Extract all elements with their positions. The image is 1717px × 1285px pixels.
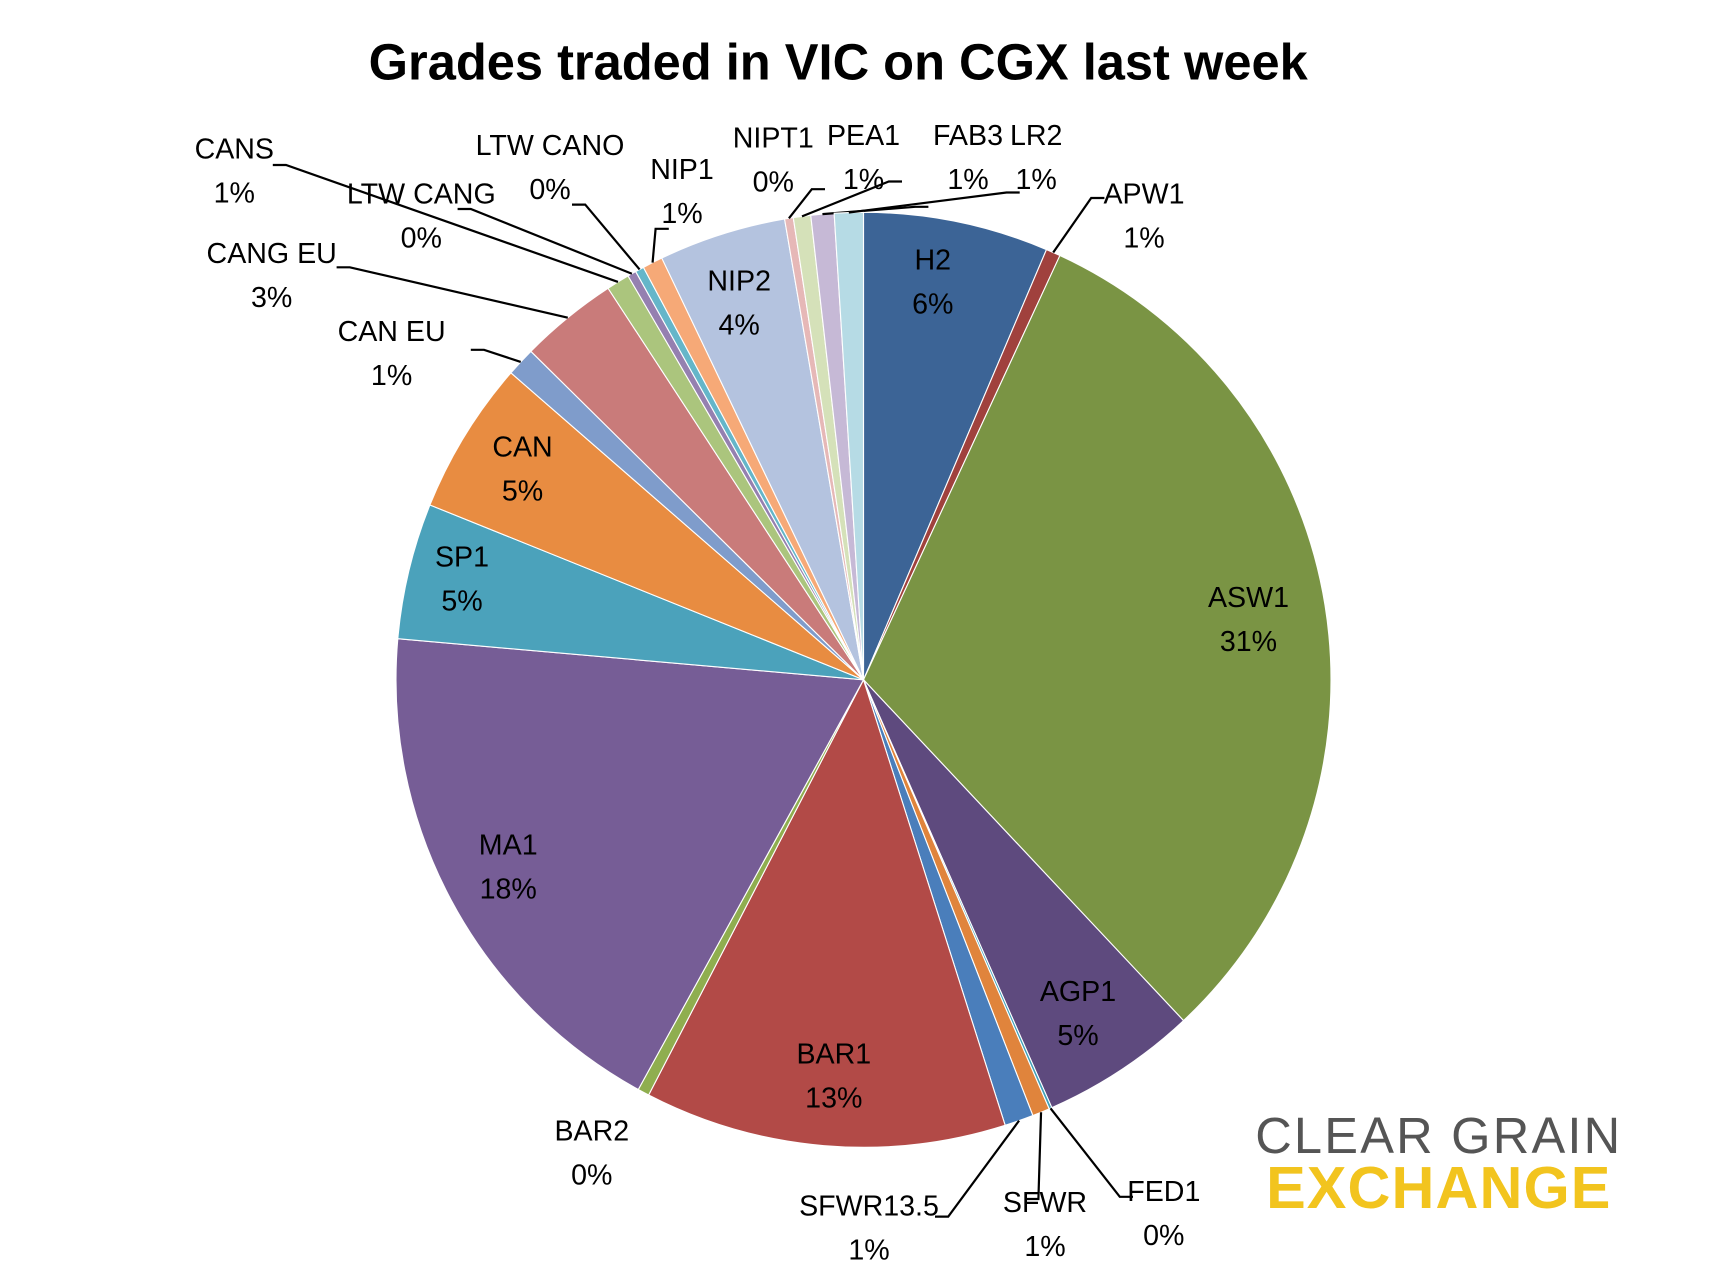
slice-label: BAR2 [554,1116,629,1148]
slice-value-label: 0% [529,174,570,206]
leader-line [272,163,619,283]
slice-value-label: 0% [401,222,442,254]
slice-value-label: 0% [1143,1220,1184,1252]
pie-slice [862,211,1048,681]
leader-line [1052,196,1105,254]
slice-label: ASW1 [1208,582,1289,614]
slice-value-label: 1% [1016,164,1057,196]
slice-value-label: 1% [1123,222,1164,254]
slice-value-label: 1% [843,164,884,196]
logo-line2: EXCHANGE [1266,1154,1611,1221]
pie-slice [429,372,864,681]
slice-value-label: 5% [502,475,543,507]
slice-value-label: 31% [1220,626,1277,658]
slice-value-label: 6% [912,288,953,320]
leader-line [935,1119,1020,1218]
leader-line [572,203,641,271]
slice-label: SFWR [1003,1187,1087,1219]
leader-line [848,191,1020,214]
slice-value-label: 1% [848,1234,889,1266]
slice-label: APW1 [1103,178,1184,210]
slice-value-label: 5% [441,585,482,617]
leader-line [788,188,826,219]
leader-line [651,227,669,263]
leader-line [1025,1112,1043,1201]
leader-line [801,180,903,218]
logo-line1: CLEAR GRAIN [1255,1107,1622,1164]
slice-value-label: 1% [1024,1231,1065,1263]
slice-label: H2 [915,244,952,276]
slice-label: SFWR13.5 [799,1190,939,1222]
leader-line [1049,1107,1134,1198]
slice-label: LTW CANO [476,130,625,162]
slice-value-label: 1% [947,164,988,196]
slice-value-label: 5% [1057,1020,1098,1052]
slice-value-label: 0% [753,166,794,198]
slice-label: CAN [492,431,552,463]
slice-value-label: 1% [214,177,255,209]
slice-label: FAB3 [933,120,1003,152]
slice-value-label: 1% [371,360,412,392]
leader-line [336,266,569,319]
leader-line [470,348,522,363]
slice-value-label: 18% [480,874,537,906]
slice-label: AGP1 [1040,976,1116,1008]
slice-label: CANG EU [207,238,337,270]
slice-value-label: 13% [805,1083,862,1115]
slice-label: LTW CANG [347,178,496,210]
slice-label: NIP1 [650,154,714,186]
leader-line [457,207,633,275]
slice-label: MA1 [479,830,538,862]
slice-value-label: 1% [661,198,702,230]
slice-value-label: 3% [251,282,292,314]
slice-value-label: 4% [719,309,760,341]
slice-label: LR2 [1010,120,1062,152]
pie-slice [647,678,1006,1148]
slice-label: FED1 [1127,1176,1200,1208]
slice-label: NIP2 [707,265,771,297]
slice-label: CANS [195,133,274,165]
slice-label: CAN EU [338,316,446,348]
pie-slice [862,254,1332,1022]
slice-label: SP1 [435,541,489,573]
pie-slice [833,211,865,680]
pie-slice [395,638,865,1091]
slice-label: BAR1 [796,1039,871,1071]
chart-title: Grades traded in VIC on CGX last week [369,33,1309,90]
slice-label: NIPT1 [733,122,814,154]
slice-value-label: 0% [571,1160,612,1192]
pie-slice [862,679,1185,1109]
slice-label: PEA1 [827,120,900,152]
